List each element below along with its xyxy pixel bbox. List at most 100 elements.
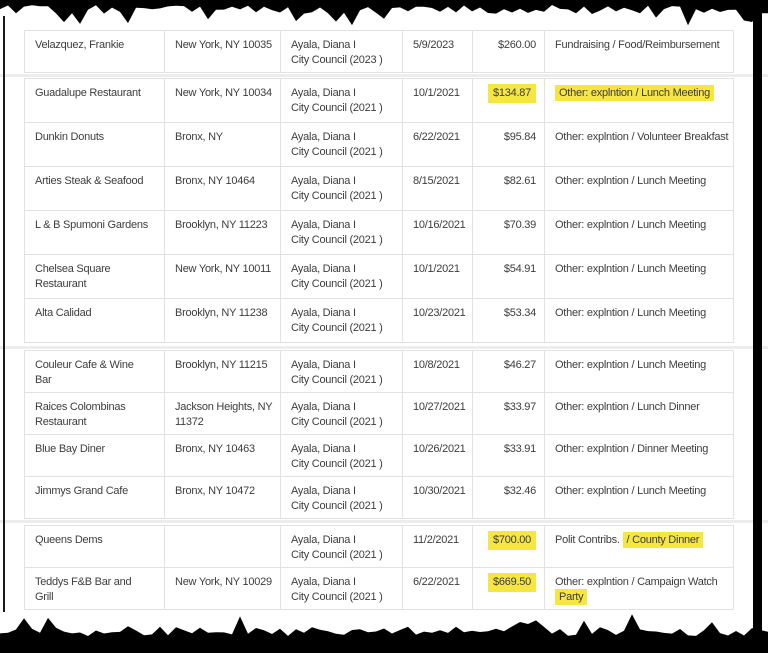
payee-name-cell: L & B Spumoni Gardens: [24, 210, 165, 255]
payee-name-cell: Teddys F&B Bar and Grill: [24, 567, 165, 610]
amount-cell: $70.39: [472, 210, 545, 255]
date-cell: 10/27/2021: [402, 392, 473, 435]
date-cell: 10/30/2021: [402, 476, 473, 519]
amount-cell: $82.61: [472, 166, 545, 211]
expenditures-table-segment: Guadalupe Restaurant New York, NY 10034 Ay…: [24, 78, 734, 343]
candidate-cell: Ayala, Diana I City Council (2021 ): [280, 298, 403, 343]
purpose-highlight: Party: [555, 589, 588, 605]
payee-address-cell: Bronx, NY 10464: [164, 166, 281, 211]
purpose-highlight: / County Dinner: [622, 532, 704, 548]
amount-highlight: $700.00: [487, 531, 536, 550]
payee-address-cell: Bronx, NY 10472: [164, 476, 281, 519]
purpose-cell: Other: explntion / Dinner Meeting: [544, 434, 734, 477]
torn-edge-bottom-icon: [0, 614, 768, 653]
candidate-cell: Ayala, Diana I City Council (2021 ): [280, 210, 403, 255]
purpose-cell: Other: explntion / Lunch Meeting: [544, 166, 734, 211]
payee-name-cell: Guadalupe Restaurant: [24, 78, 165, 123]
table-row: Velazquez, Frankie New York, NY 10035 Ayal…: [24, 30, 734, 73]
expenditures-table-segment: Couleur Cafe & Wine Bar Brooklyn, NY 11215…: [24, 350, 734, 519]
table-row: Queens Dems Ayala, Diana I City Council (2…: [24, 525, 734, 568]
payee-address-cell: New York, NY 10034: [164, 78, 281, 123]
candidate-cell: Ayala, Diana I City Council (2021 ): [280, 567, 403, 610]
table-row: Dunkin Donuts Bronx, NY Ayala, Diana I City…: [24, 122, 734, 167]
payee-name-cell: Raices Colombinas Restaurant: [24, 392, 165, 435]
date-cell: 5/9/2023: [402, 30, 473, 73]
stitch-seam: [0, 74, 768, 77]
amount-cell: $260.00: [472, 30, 545, 73]
payee-name-cell: Couleur Cafe & Wine Bar: [24, 350, 165, 393]
table-row: Alta Calidad Brooklyn, NY 11238 Ayala, Dia…: [24, 298, 734, 343]
purpose-cell: Other: explntion / Lunch Meeting: [544, 350, 734, 393]
date-cell: 10/16/2021: [402, 210, 473, 255]
payee-address-cell: Brooklyn, NY 11238: [164, 298, 281, 343]
table-row: Raices Colombinas Restaurant Jackson Heigh…: [24, 392, 734, 435]
candidate-cell: Ayala, Diana I City Council (2021 ): [280, 392, 403, 435]
table-row: Jimmys Grand Cafe Bronx, NY 10472 Ayala, D…: [24, 476, 734, 519]
date-cell: 6/22/2021: [402, 567, 473, 610]
amount-cell: $54.91: [472, 254, 545, 299]
page-right-edge-bar: [753, 6, 762, 642]
date-cell: 6/22/2021: [402, 122, 473, 167]
date-cell: 10/26/2021: [402, 434, 473, 477]
date-cell: 10/8/2021: [402, 350, 473, 393]
payee-address-cell: Jackson Heights, NY 11372: [164, 392, 281, 435]
candidate-cell: Ayala, Diana I City Council (2021 ): [280, 350, 403, 393]
date-cell: 10/1/2021: [402, 78, 473, 123]
date-cell: 10/1/2021: [402, 254, 473, 299]
purpose-cell: Other: explntion / Lunch Meeting: [544, 78, 734, 123]
payee-address-cell: Brooklyn, NY 11223: [164, 210, 281, 255]
payee-name-cell: Chelsea Square Restaurant: [24, 254, 165, 299]
table-row: Guadalupe Restaurant New York, NY 10034 Ay…: [24, 78, 734, 123]
table-row: Couleur Cafe & Wine Bar Brooklyn, NY 11215…: [24, 350, 734, 393]
purpose-cell: Other: explntion / Lunch Meeting: [544, 210, 734, 255]
candidate-cell: Ayala, Diana I City Council (2021 ): [280, 166, 403, 211]
payee-address-cell: New York, NY 10011: [164, 254, 281, 299]
stitch-seam: [0, 346, 768, 349]
payee-name-cell: Dunkin Donuts: [24, 122, 165, 167]
table-row: Blue Bay Diner Bronx, NY 10463 Ayala, Dian…: [24, 434, 734, 477]
payee-address-cell: [164, 525, 281, 568]
payee-name-cell: Queens Dems: [24, 525, 165, 568]
payee-address-cell: Bronx, NY 10463: [164, 434, 281, 477]
payee-name-cell: Alta Calidad: [24, 298, 165, 343]
candidate-cell: Ayala, Diana I City Council (2021 ): [280, 122, 403, 167]
payee-address-cell: Bronx, NY: [164, 122, 281, 167]
amount-cell: $33.97: [472, 392, 545, 435]
table-row: Arties Steak & Seafood Bronx, NY 10464 Aya…: [24, 166, 734, 211]
purpose-cell: Polit Contribs. / County Dinner: [544, 525, 734, 568]
candidate-cell: Ayala, Diana I City Council (2021 ): [280, 525, 403, 568]
payee-address-cell: New York, NY 10029: [164, 567, 281, 610]
amount-highlight: $669.50: [487, 573, 536, 592]
amount-cell: $33.91: [472, 434, 545, 477]
purpose-cell: Other: explntion / Campaign Watch Party: [544, 567, 734, 610]
expenditures-table-segment: Velazquez, Frankie New York, NY 10035 Ayal…: [24, 30, 734, 73]
table-row: Teddys F&B Bar and Grill New York, NY 1002…: [24, 567, 734, 610]
payee-name-cell: Jimmys Grand Cafe: [24, 476, 165, 519]
torn-edge-top-icon: [0, 0, 768, 26]
expenditures-table-segment: Queens Dems Ayala, Diana I City Council (2…: [24, 525, 734, 610]
payee-name-cell: Arties Steak & Seafood: [24, 166, 165, 211]
payee-name-cell: Velazquez, Frankie: [24, 30, 165, 73]
candidate-cell: Ayala, Diana I City Council (2021 ): [280, 78, 403, 123]
table-row: L & B Spumoni Gardens Brooklyn, NY 11223 A…: [24, 210, 734, 255]
date-cell: 10/23/2021: [402, 298, 473, 343]
amount-cell: $46.27: [472, 350, 545, 393]
purpose-cell: Other: explntion / Volunteer Breakfast: [544, 122, 734, 167]
purpose-cell: Other: explntion / Lunch Meeting: [544, 254, 734, 299]
purpose-cell: Other: explntion / Lunch Meeting: [544, 298, 734, 343]
payee-name-cell: Blue Bay Diner: [24, 434, 165, 477]
candidate-cell: Ayala, Diana I City Council (2021 ): [280, 434, 403, 477]
payee-address-cell: Brooklyn, NY 11215: [164, 350, 281, 393]
payee-address-cell: New York, NY 10035: [164, 30, 281, 73]
purpose-cell: Other: explntion / Lunch Meeting: [544, 476, 734, 519]
candidate-cell: Ayala, Diana I City Council (2023 ): [280, 30, 403, 73]
amount-cell: $700.00: [472, 525, 545, 568]
amount-cell: $669.50: [472, 567, 545, 610]
table-row: Chelsea Square Restaurant New York, NY 100…: [24, 254, 734, 299]
purpose-highlight: Other: explntion / Lunch Meeting: [555, 85, 714, 101]
amount-cell: $32.46: [472, 476, 545, 519]
amount-cell: $53.34: [472, 298, 545, 343]
candidate-cell: Ayala, Diana I City Council (2021 ): [280, 476, 403, 519]
amount-highlight: $134.87: [487, 84, 536, 103]
